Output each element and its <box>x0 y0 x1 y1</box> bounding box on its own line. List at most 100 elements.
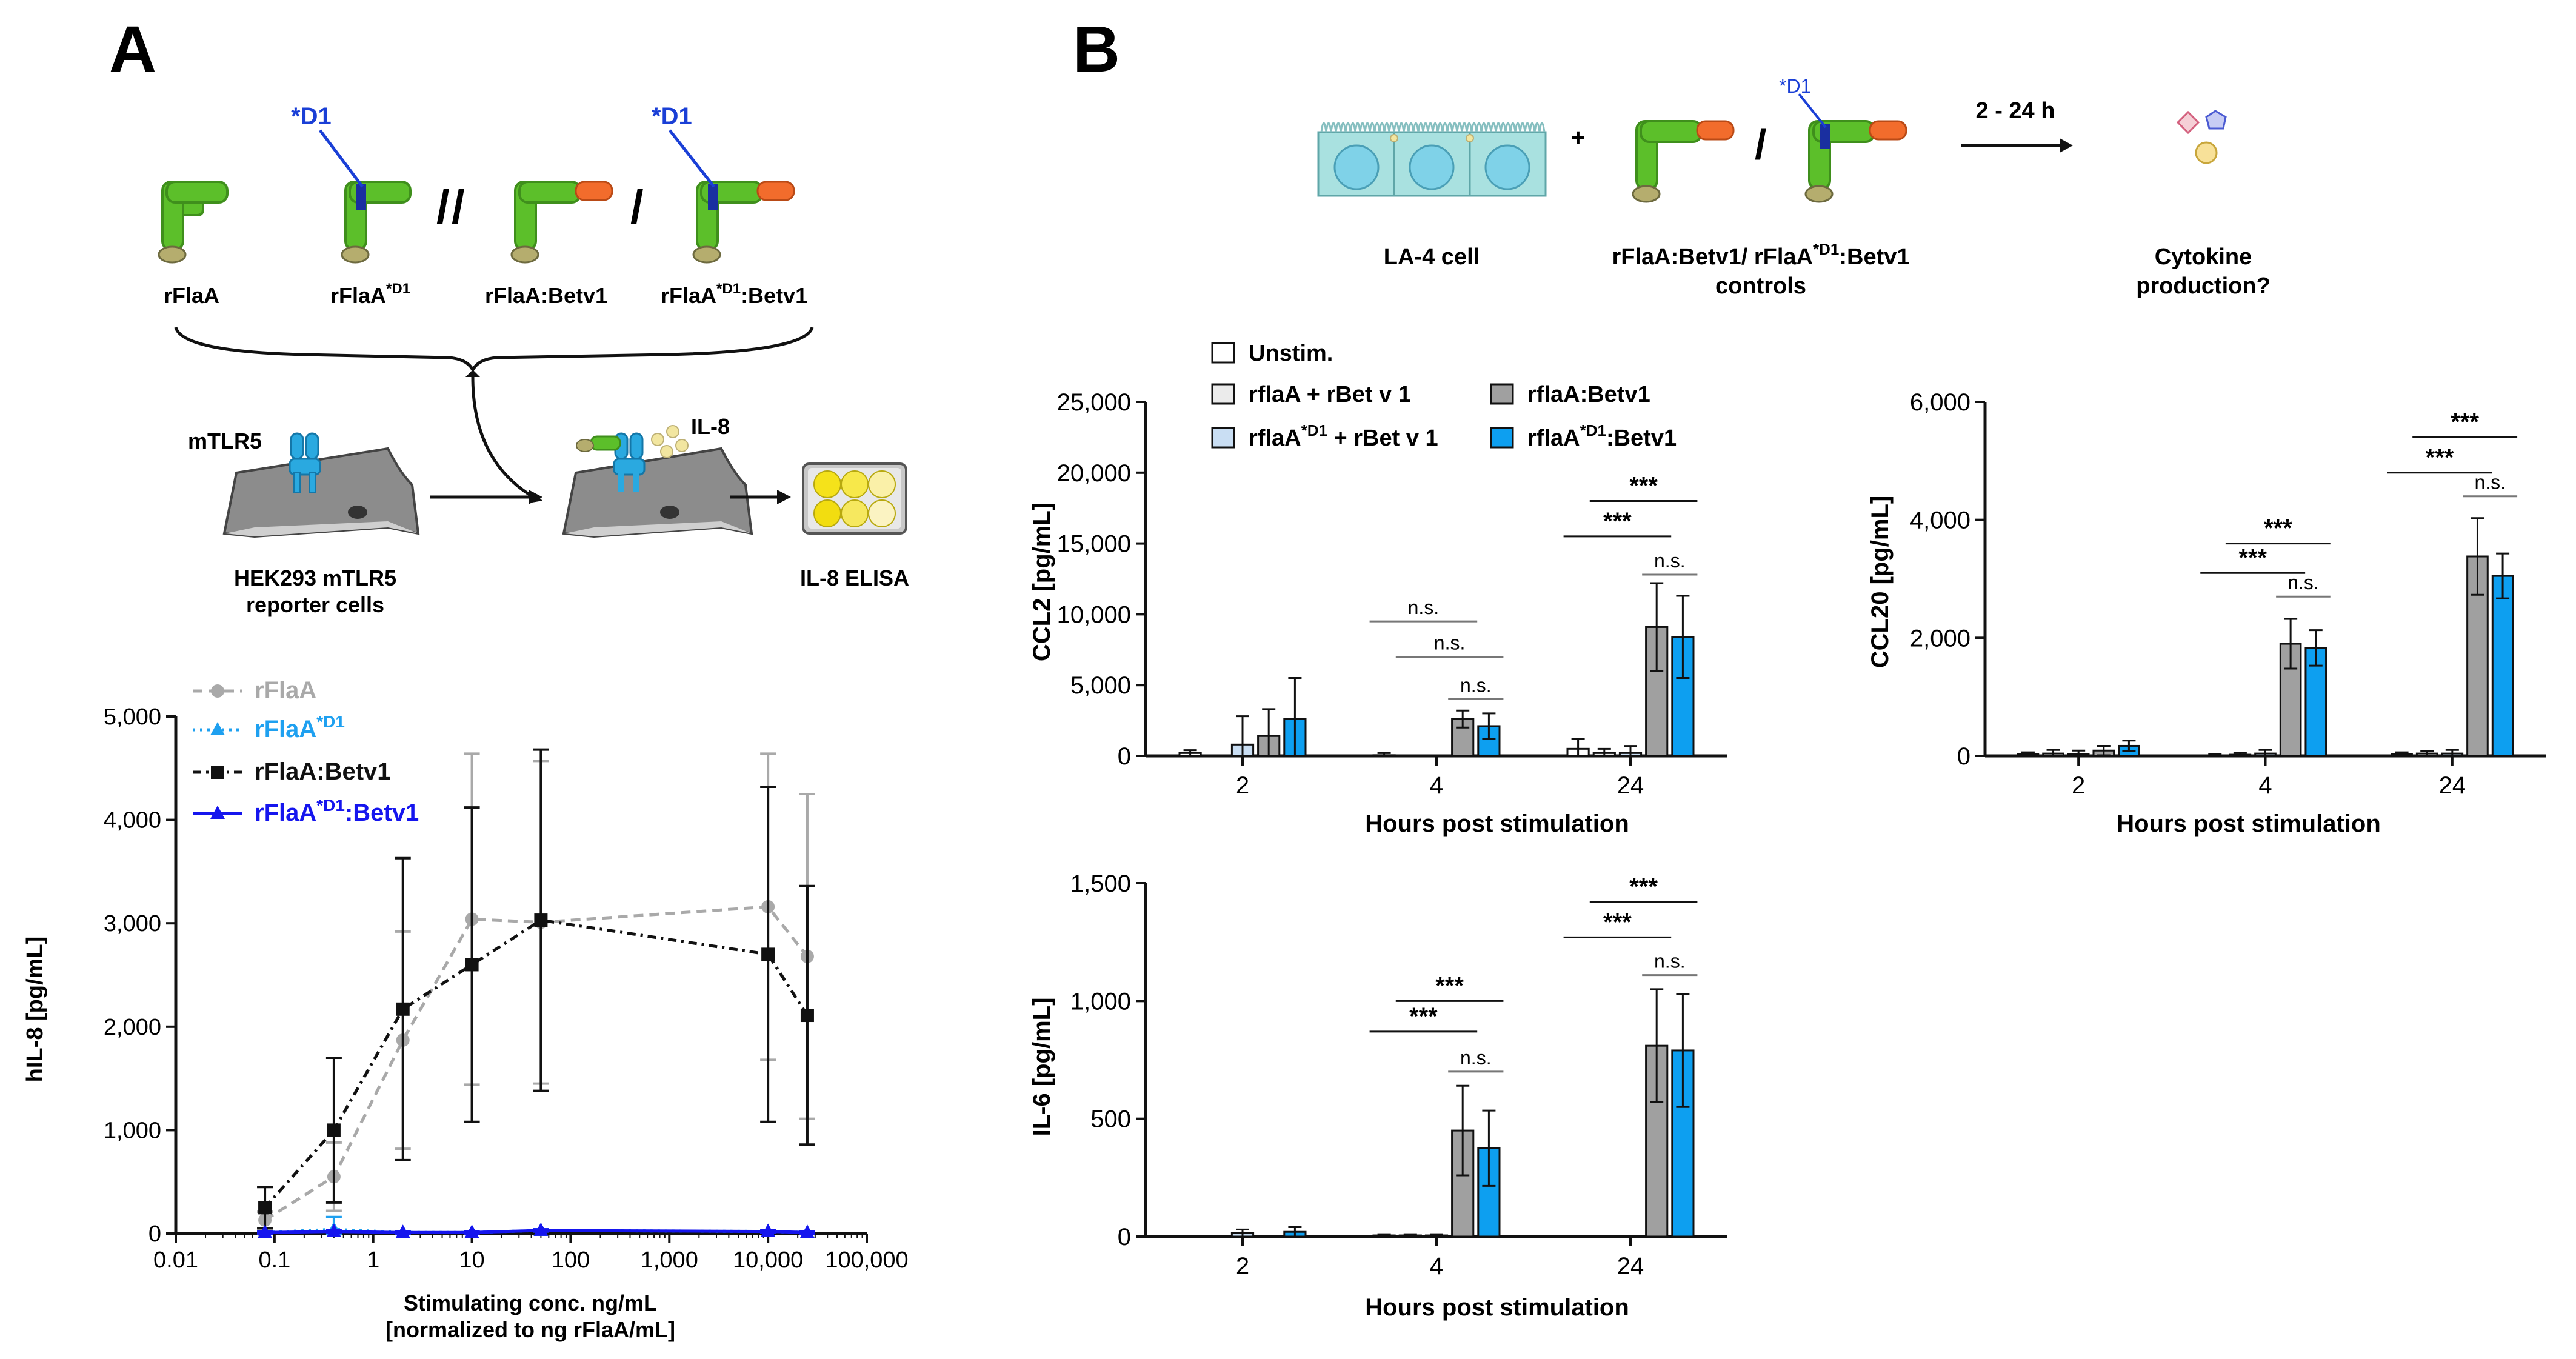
data-point <box>533 1222 549 1236</box>
cells-label-line1: HEK293 mTLR5 <box>234 566 396 590</box>
data-point <box>395 1224 410 1238</box>
significance-label: n.s. <box>1460 675 1492 696</box>
significance-label: *** <box>2264 515 2292 542</box>
x-tick-label: 10 <box>459 1247 484 1273</box>
il6-ylabel: IL-6 [pg/mL] <box>1029 998 1055 1137</box>
data-point <box>761 947 775 961</box>
il8-label: IL-8 <box>691 414 730 439</box>
significance-label: n.s. <box>1460 1047 1492 1069</box>
y-tick-label: 2,000 <box>1910 625 1970 652</box>
dose-response-ylabel: hIL-8 [pg/mL] <box>22 937 48 1083</box>
dose-response-legend: rFlaA rFlaA*D1 rFlaA:Betv1 rFlaA*D1:Betv… <box>193 677 419 826</box>
x-tick-label: 4 <box>2258 772 2272 799</box>
y-tick-label: 6,000 <box>1910 389 1970 416</box>
receptor-label: mTLR5 <box>188 429 262 453</box>
cells-label-line2: reporter cells <box>246 592 384 617</box>
data-point <box>327 1123 341 1137</box>
legend-marker <box>211 766 224 779</box>
legend-item-rflaa-d1-betv1 <box>193 806 242 819</box>
brace-arrowhead <box>465 370 480 377</box>
construct-label-rflaa: rFlaA <box>164 283 219 308</box>
ccl2-legend: Unstim. rflaA + rBet v 1 rflaA*D1 + rBet… <box>1211 341 1677 451</box>
separator-3: / <box>630 180 644 233</box>
y-tick-label: 1,000 <box>104 1118 161 1143</box>
legend-swatch-mix-d1 <box>1211 427 1235 449</box>
y-tick-label: 4,000 <box>1910 507 1970 534</box>
il6-xlabel: Hours post stimulation <box>1365 1294 1629 1321</box>
data-point <box>534 913 548 927</box>
significance-label: *** <box>2426 444 2454 471</box>
y-tick-label: 10,000 <box>1057 601 1131 628</box>
significance-label: n.s. <box>1408 596 1440 618</box>
x-tick-label: 24 <box>1617 1253 1644 1280</box>
legend-item-rflaa <box>193 684 242 698</box>
y-tick-label: 0 <box>148 1221 161 1247</box>
construct-label-rflaa-d1-betv1: rFlaA*D1:Betv1 <box>661 281 807 308</box>
ccl2-xlabel: Hours post stimulation <box>1365 810 1629 837</box>
bar <box>1671 1049 1695 1238</box>
mutation-label-2: *D1 <box>652 103 692 130</box>
schematic-b-constructs-line2: controls <box>1715 273 1806 299</box>
significance-label: n.s. <box>1654 950 1686 972</box>
panel-a-label: A <box>109 12 156 85</box>
data-point <box>258 1201 272 1215</box>
x-tick-label: 24 <box>1617 772 1644 799</box>
y-tick-label: 1,500 <box>1070 870 1131 897</box>
elisa-label: IL-8 ELISA <box>800 566 909 590</box>
schematic-b-constructs-line1: rFlaA:Betv1/ rFlaA*D1:Betv1 <box>1612 240 1909 270</box>
series-line <box>264 905 809 1221</box>
x-tick-label: 0.1 <box>258 1247 290 1273</box>
construct-label-rflaa-d1: rFlaA*D1 <box>330 281 410 308</box>
y-tick-label: 15,000 <box>1057 531 1131 558</box>
ccl2-ylabel: CCL2 [pg/mL] <box>1029 503 1055 661</box>
legend-marker <box>210 806 225 819</box>
legend-item-rflaa-d1 <box>193 722 242 735</box>
construct-rflaa-d1-icon <box>319 129 412 264</box>
significance-label: n.s. <box>1654 550 1686 572</box>
mtlr5-receptor-icon <box>289 432 321 493</box>
outcome-line1: Cytokine <box>2155 244 2252 270</box>
outcome-line2: production? <box>2136 273 2271 299</box>
data-point <box>258 1224 273 1238</box>
legend-marker <box>211 684 224 698</box>
data-point <box>761 1223 776 1237</box>
x-tick-label: 2 <box>2072 772 2085 799</box>
series-0 <box>257 752 815 1230</box>
significance-label: n.s. <box>2287 572 2319 593</box>
data-point <box>799 1224 815 1238</box>
ccl2-chart: CCL2 [pg/mL] Hours post stimulation Unst… <box>1029 341 1727 837</box>
significance-label: n.s. <box>2474 472 2506 493</box>
legend-label-rflaa: rFlaA <box>255 677 316 704</box>
x-tick-label: 2 <box>1236 1253 1249 1280</box>
elisa-plate-icon <box>802 462 907 535</box>
y-tick-label: 0 <box>1957 743 1970 770</box>
data-point <box>800 1009 814 1023</box>
significance-label: *** <box>1603 508 1632 535</box>
schematic-b-mutation-label: *D1 <box>1779 75 1811 97</box>
legend-item-rflaa-betv1 <box>193 766 242 779</box>
series-3 <box>257 1222 815 1238</box>
construct-rflaa-icon <box>158 180 229 264</box>
il6-chart: IL-6 [pg/mL] Hours post stimulation 0 500… <box>1029 870 1727 1321</box>
significance-label: n.s. <box>1434 632 1466 653</box>
data-point <box>465 958 479 972</box>
dose-response-xlabel-line1: Stimulating conc. ng/mL <box>404 1291 657 1315</box>
arrowhead-1 <box>529 490 542 504</box>
bar <box>2491 575 2514 757</box>
stimulated-cell-icon <box>562 425 753 538</box>
y-tick-label: 2,000 <box>104 1015 161 1040</box>
x-tick-label: 100,000 <box>825 1247 908 1273</box>
panel-b-label: B <box>1073 12 1120 85</box>
construct-rflaa-betv1-icon <box>510 181 613 264</box>
series-2 <box>257 748 815 1230</box>
x-tick-label: 0.01 <box>153 1247 198 1273</box>
time-label: 2 - 24 h <box>1976 98 2055 124</box>
legend-label-betv1: rflaA:Betv1 <box>1527 382 1650 407</box>
data-point <box>396 1002 410 1016</box>
y-tick-label: 4,000 <box>104 808 161 833</box>
construct-betv1-icon <box>1632 120 1735 203</box>
dose-response-xlabel-line2: [normalized to ng rFlaA/mL] <box>385 1317 675 1342</box>
significance-label: *** <box>1629 473 1658 499</box>
legend-label-mix-d1: rflaA*D1 + rBet v 1 <box>1249 421 1438 451</box>
